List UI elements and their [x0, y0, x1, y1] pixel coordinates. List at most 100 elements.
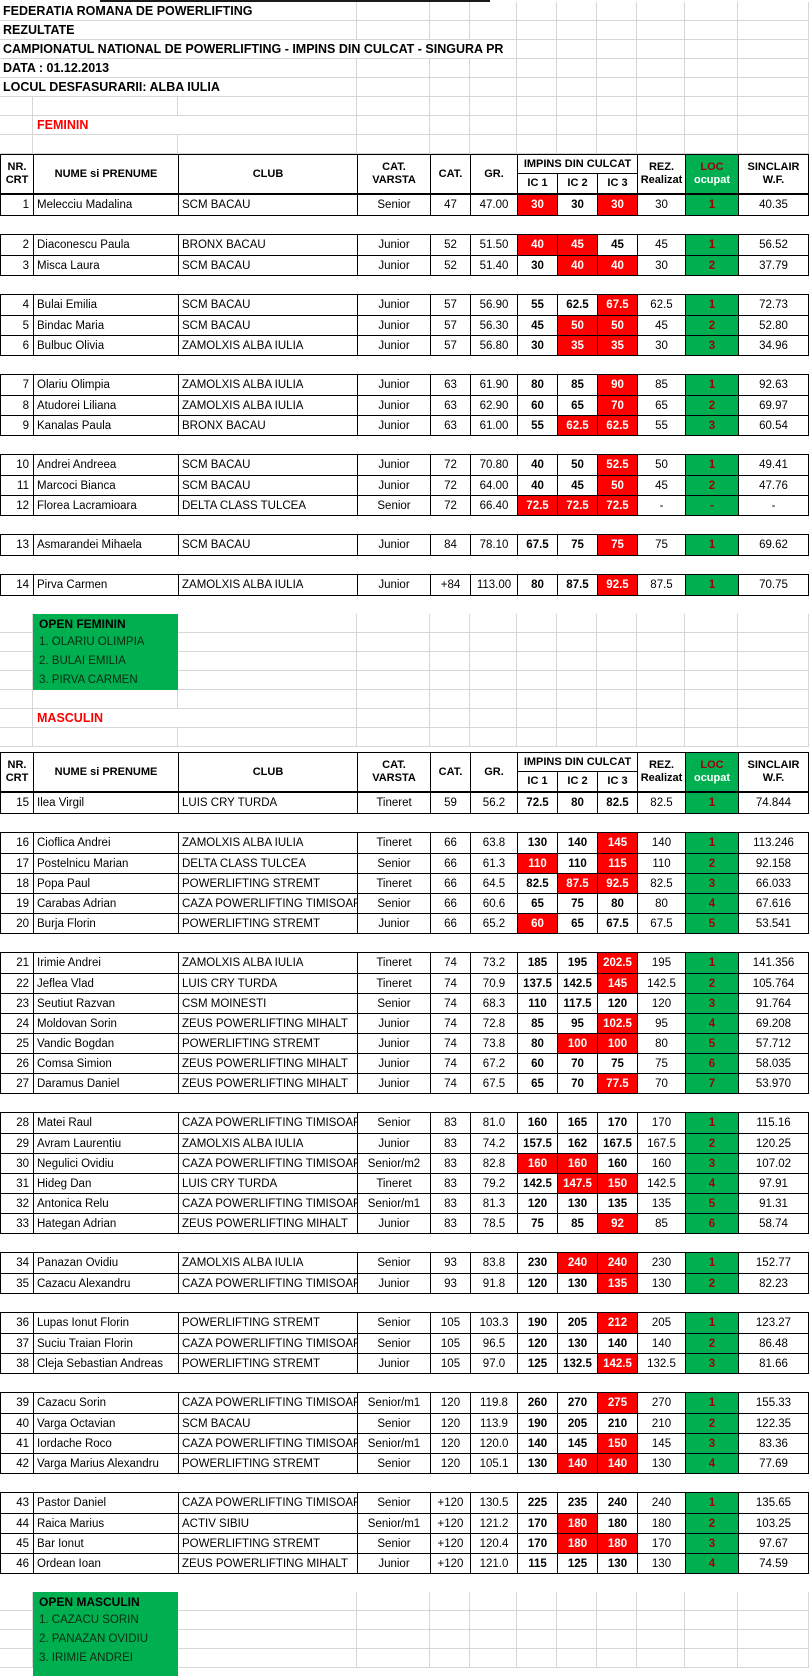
- results-label[interactable]: REZULTATE: [0, 21, 357, 40]
- attempt-1-cell[interactable]: 82.5: [518, 873, 558, 893]
- result-cell[interactable]: 67.5: [638, 913, 686, 933]
- bodyweight-cell[interactable]: 51.40: [471, 255, 518, 275]
- place-cell[interactable]: 4: [686, 1553, 739, 1573]
- sinclair-cell[interactable]: 72.73: [759, 299, 788, 311]
- weight-category-cell[interactable]: +120: [431, 1553, 471, 1573]
- col-header-club[interactable]: CLUB: [179, 753, 358, 791]
- col-header-bench-press[interactable]: IMPINS DIN CULCAT: [518, 753, 638, 772]
- nr-cell[interactable]: 10: [1, 455, 34, 475]
- attempt-2-cell[interactable]: 125: [558, 1553, 598, 1573]
- nr-cell[interactable]: 46: [1, 1553, 34, 1573]
- attempt-2-cell[interactable]: 130: [558, 1193, 598, 1213]
- name-cell[interactable]: Bulai Emilia: [34, 295, 179, 315]
- sinclair-cell[interactable]: 115.16: [756, 1117, 791, 1129]
- place-cell[interactable]: 2: [686, 1273, 739, 1293]
- attempt-2-cell[interactable]: 132.5: [558, 1353, 598, 1373]
- result-cell[interactable]: 75: [638, 1053, 686, 1073]
- attempt-2-cell[interactable]: 240: [558, 1253, 598, 1273]
- result-cell[interactable]: 205: [638, 1313, 686, 1333]
- place-cell[interactable]: 1: [686, 833, 739, 853]
- attempt-3-cell[interactable]: 82.5: [598, 793, 638, 813]
- name-cell[interactable]: Cleja Sebastian Andreas: [34, 1353, 179, 1373]
- nr-cell[interactable]: 38: [1, 1353, 34, 1373]
- age-category-cell[interactable]: Senior/m1: [358, 1433, 431, 1453]
- sinclair-cell[interactable]: 82.23: [739, 1273, 808, 1293]
- place-cell[interactable]: 3: [686, 1533, 739, 1553]
- bodyweight-cell[interactable]: 113.9: [471, 1413, 518, 1433]
- bodyweight-cell[interactable]: 64.00: [471, 475, 518, 495]
- bodyweight-cell[interactable]: 73.2: [471, 953, 518, 973]
- nr-cell[interactable]: 26: [1, 1053, 34, 1073]
- col-header-attempt-1[interactable]: IC 1: [518, 772, 558, 791]
- bodyweight-cell[interactable]: 105.1: [471, 1453, 518, 1473]
- place-cell[interactable]: 1: [686, 235, 739, 255]
- weight-category-cell[interactable]: 63: [431, 415, 471, 435]
- weight-category-cell[interactable]: 66: [431, 913, 471, 933]
- place-cell[interactable]: 1: [686, 1253, 739, 1273]
- weight-category-cell[interactable]: 74: [431, 993, 471, 1013]
- club-cell[interactable]: CAZA POWERLIFTING TIMISOARA: [179, 1153, 358, 1173]
- place-cell[interactable]: 6: [686, 1213, 739, 1233]
- name-cell[interactable]: Bulbuc Olivia: [34, 335, 179, 355]
- place-cell[interactable]: 2: [686, 395, 739, 415]
- weight-category-cell[interactable]: 66: [431, 853, 471, 873]
- result-cell[interactable]: 210: [638, 1413, 686, 1433]
- attempt-3-cell[interactable]: 80: [598, 893, 638, 913]
- attempt-2-cell[interactable]: 145: [558, 1433, 598, 1453]
- attempt-2-cell[interactable]: 162: [558, 1133, 598, 1153]
- age-category-cell[interactable]: Tineret: [358, 793, 431, 813]
- attempt-1-cell[interactable]: 115: [518, 1553, 558, 1573]
- weight-category-cell[interactable]: 83: [431, 1113, 471, 1133]
- club-cell[interactable]: POWERLIFTING STREMT: [179, 1353, 358, 1373]
- attempt-1-cell[interactable]: 110: [518, 853, 558, 873]
- attempt-1-cell[interactable]: 30: [518, 335, 558, 355]
- place-cell[interactable]: 2: [686, 255, 739, 275]
- place-cell[interactable]: 6: [686, 1053, 739, 1073]
- name-cell[interactable]: Florea Lacramioara: [34, 495, 179, 515]
- club-cell[interactable]: SCM BACAU: [179, 255, 358, 275]
- attempt-2-cell[interactable]: 45: [558, 235, 598, 255]
- club-cell[interactable]: ZAMOLXIS ALBA IULIA: [179, 375, 358, 395]
- name-cell[interactable]: Iordache Roco: [34, 1433, 179, 1453]
- attempt-1-cell[interactable]: 80: [518, 575, 558, 595]
- place-cell[interactable]: 1: [686, 1113, 739, 1133]
- name-cell[interactable]: Pirva Carmen: [34, 575, 179, 595]
- nr-cell[interactable]: 42: [1, 1453, 34, 1473]
- result-cell[interactable]: 95: [638, 1013, 686, 1033]
- result-cell[interactable]: 82.5: [638, 873, 686, 893]
- sinclair-cell[interactable]: 120.25: [739, 1133, 808, 1153]
- attempt-1-cell[interactable]: 190: [518, 1413, 558, 1433]
- age-category-cell[interactable]: Junior: [358, 1053, 431, 1073]
- sinclair-cell[interactable]: 123.27: [755, 1317, 792, 1329]
- attempt-2-cell[interactable]: 100: [558, 1033, 598, 1053]
- nr-cell[interactable]: 35: [1, 1273, 34, 1293]
- bodyweight-cell[interactable]: 72.8: [471, 1013, 518, 1033]
- result-cell[interactable]: 45: [638, 475, 686, 495]
- attempt-3-cell[interactable]: 210: [598, 1413, 638, 1433]
- result-cell[interactable]: 142.5: [638, 973, 686, 993]
- attempt-1-cell[interactable]: 40: [518, 455, 558, 475]
- sinclair-cell[interactable]: 81.66: [739, 1353, 808, 1373]
- place-cell[interactable]: 1: [686, 375, 739, 395]
- attempt-2-cell[interactable]: 180: [558, 1533, 598, 1553]
- attempt-3-cell[interactable]: 62.5: [598, 415, 638, 435]
- sinclair-cell[interactable]: 60.54: [739, 415, 808, 435]
- nr-cell[interactable]: 4: [1, 295, 34, 315]
- attempt-2-cell[interactable]: 35: [558, 335, 598, 355]
- club-cell[interactable]: SCM BACAU: [179, 1413, 358, 1433]
- club-cell[interactable]: ZAMOLXIS ALBA IULIA: [179, 335, 358, 355]
- attempt-3-cell[interactable]: 140: [598, 1453, 638, 1473]
- attempt-1-cell[interactable]: 230: [518, 1253, 558, 1273]
- weight-category-cell[interactable]: 47: [431, 195, 471, 215]
- club-cell[interactable]: ZEUS POWERLIFTING MIHALT: [179, 1553, 358, 1573]
- sinclair-cell[interactable]: 97.67: [739, 1533, 808, 1553]
- result-cell[interactable]: 130: [638, 1453, 686, 1473]
- result-cell[interactable]: 82.5: [638, 793, 686, 813]
- place-cell[interactable]: 4: [686, 1013, 739, 1033]
- attempt-1-cell[interactable]: 67.5: [518, 535, 558, 555]
- attempt-2-cell[interactable]: 40: [558, 255, 598, 275]
- sinclair-cell[interactable]: 57.712: [739, 1033, 808, 1053]
- result-cell[interactable]: 65: [638, 395, 686, 415]
- place-cell[interactable]: 3: [686, 1353, 739, 1373]
- nr-cell[interactable]: 17: [1, 853, 34, 873]
